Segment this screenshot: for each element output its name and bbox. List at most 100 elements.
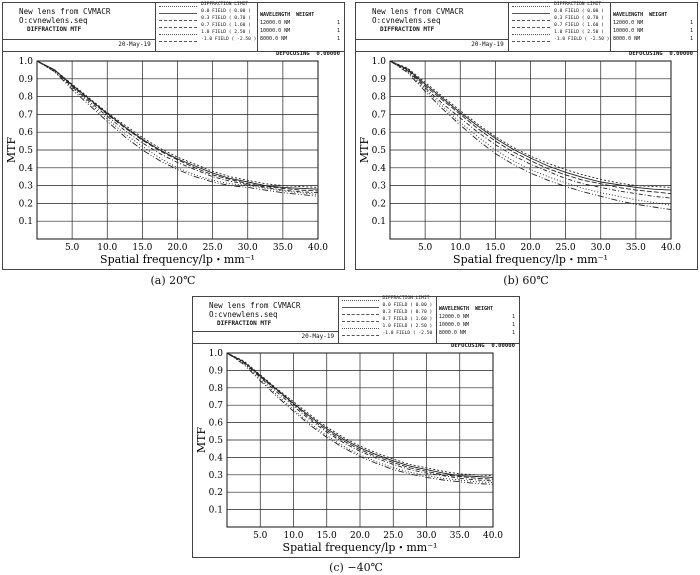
y-tick-label: 0.7 [209,401,224,411]
panel-header: New lens from CVMACR O:cvnewlens.seq DIF… [193,296,519,344]
field-legend: DIFFRACTION LIMIT 0.0 FIELD ( 0.00 ) 0.3… [155,2,259,51]
mtf-mode: DIFFRACTION MTF [217,320,272,327]
field-legend: DIFFRACTION LIMIT 0.0 FIELD ( 0.00 ) 0.3… [338,296,438,343]
y-tick-label: 0.2 [209,488,223,498]
wavelength-row: 10000.0 NM 1 [438,322,515,328]
x-tick-label: 40.0 [661,243,681,253]
x-tick-label: 35.0 [273,243,293,253]
wavelength-header: WAVELENGTH WEIGHT [438,306,494,312]
mtf-panel-c: New lens from CVMACR O:cvnewlens.seq DIF… [192,296,520,558]
x-tick-label: 35.0 [626,243,646,253]
header-lens-info: New lens from CVMACR O:cvnewlens.seq DIF… [193,297,340,343]
wavelength-header: WAVELENGTH WEIGHT [613,12,668,18]
x-tick-label: 25.0 [203,243,223,253]
defocusing-label: DEFOCUSING 0.00000 [451,343,515,349]
x-tick-label: 30.0 [591,243,611,253]
mtf-curve [36,60,319,192]
mtf-panel-b: New lens from CVMACR O:cvnewlens.seq DIF… [355,2,698,270]
wavelength-row: 10000.0 NM 1 [260,28,340,34]
defocusing-label: DEFOCUSING 0.00000 [629,51,693,57]
mtf-curve [36,60,319,194]
panel-header: New lens from CVMACR O:cvnewlens.seq DIF… [3,2,344,52]
legend-entry: 0.0 FIELD ( 0.00 ) [511,9,608,17]
y-tick-label: 0.4 [372,164,387,174]
x-axis-label: Spatial frequency/lp・mm⁻¹ [283,541,438,554]
header-lens-info: New lens from CVMACR O:cvnewlens.seq DIF… [356,3,509,51]
x-tick-label: 5.0 [65,243,80,253]
header-divider [3,39,155,40]
y-tick-label: 0.1 [209,506,223,516]
lens-file: O:cvnewlens.seq [372,16,441,25]
mtf-curve [389,60,672,188]
y-tick-label: 0.8 [209,384,224,394]
mtf-curve [226,352,494,480]
y-tick-label: 0.3 [209,471,224,481]
mtf-curve [389,60,672,195]
x-tick-label: 15.0 [485,243,505,253]
x-tick-label: 10.0 [283,531,303,541]
wavelength-table: WAVELENGTH WEIGHT 12000.0 NM 1 10000.0 NM… [436,297,519,343]
y-tick-label: 1.0 [19,57,34,67]
y-axis-label: MTF [195,427,208,454]
x-tick-label: 25.0 [556,243,576,253]
lens-title: New lens from CVMACR [209,301,301,310]
mtf-curve [226,352,494,478]
mtf-curve [389,60,672,199]
x-tick-label: 20.0 [520,243,540,253]
mtf-curve [36,60,319,190]
caption-a: (a) 20℃ [150,274,196,287]
lens-file: O:cvnewlens.seq [19,16,88,25]
mtf-curve [36,60,319,195]
defocusing-label: DEFOCUSING 0.00000 [276,51,340,57]
mtf-curve [36,60,319,197]
mtf-panel-a: New lens from CVMACR O:cvnewlens.seq DIF… [2,2,345,270]
legend-entry: 1.0 FIELD ( 2.50 ) [342,324,434,332]
legend-entry: -1.0 FIELD ( -2.50 ) [342,331,438,339]
legend-entry: 1.0 FIELD ( 2.50 ) [511,30,608,38]
x-tick-label: 10.0 [97,243,117,253]
legend-entry: DIFFRACTION LIMIT [158,2,255,10]
legend-entry: 0.3 FIELD ( 0.70 ) [342,310,434,318]
plot-date: 20-May-19 [118,41,151,48]
legend-entry: 0.7 FIELD ( 1.60 ) [158,23,255,31]
y-tick-label: 0.7 [372,110,387,120]
mtf-curve [389,60,672,191]
y-tick-label: 0.7 [19,110,34,120]
x-tick-label: 15.0 [317,531,337,541]
plot-date: 20-May-19 [301,333,335,340]
legend-entry: 0.7 FIELD ( 1.60 ) [511,23,608,31]
x-tick-label: 30.0 [238,243,258,253]
y-tick-label: 0.6 [19,128,34,138]
x-tick-label: 30.0 [416,531,436,541]
y-tick-label: 0.5 [19,146,34,156]
legend-entry: -1.0 FIELD ( -2.50 ) [158,37,256,45]
y-tick-label: 0.1 [19,217,33,227]
y-axis-label: MTF [358,137,371,164]
x-axis-label: Spatial frequency/lp・mm⁻¹ [100,253,255,266]
y-tick-label: 0.2 [19,199,33,209]
mtf-mode: DIFFRACTION MTF [27,26,82,33]
x-tick-label: 25.0 [383,531,403,541]
y-tick-label: 0.8 [372,93,387,103]
legend-entry: 1.0 FIELD ( 2.50 ) [158,30,255,38]
mtf-curve [226,352,494,485]
mtf-curve [36,60,319,188]
mtf-plot-a: 5.0 10.0 15.0 20.0 25.0 30.0 35.0 40.0 0.1 0.2 0.3… [5,57,328,266]
mtf-plot-c: 5.0 10.0 15.0 20.0 25.0 30.0 35.0 40.0 0.1 0.2 0.3… [195,349,503,554]
legend-entry: DIFFRACTION LIMIT [342,296,434,304]
header-divider [193,331,339,332]
mtf-curve [226,352,494,484]
wavelength-table: WAVELENGTH WEIGHT 12000.0 NM 1 10000.0 NM… [610,3,697,51]
y-tick-label: 0.4 [19,164,34,174]
x-tick-label: 20.0 [350,531,370,541]
y-tick-label: 0.2 [372,199,386,209]
y-tick-label: 0.1 [372,217,386,227]
legend-entry: 0.3 FIELD ( 0.70 ) [158,16,255,24]
y-tick-label: 0.6 [372,128,387,138]
legend-entry: 0.7 FIELD ( 1.60 ) [342,317,434,325]
caption-c: (c) −40℃ [329,561,383,574]
x-tick-label: 10.0 [450,243,470,253]
x-tick-label: 20.0 [167,243,187,253]
mtf-plot-b: 5.0 10.0 15.0 20.0 25.0 30.0 35.0 40.0 0.1 0.2 0.3… [358,57,681,266]
y-tick-label: 0.4 [209,453,224,463]
